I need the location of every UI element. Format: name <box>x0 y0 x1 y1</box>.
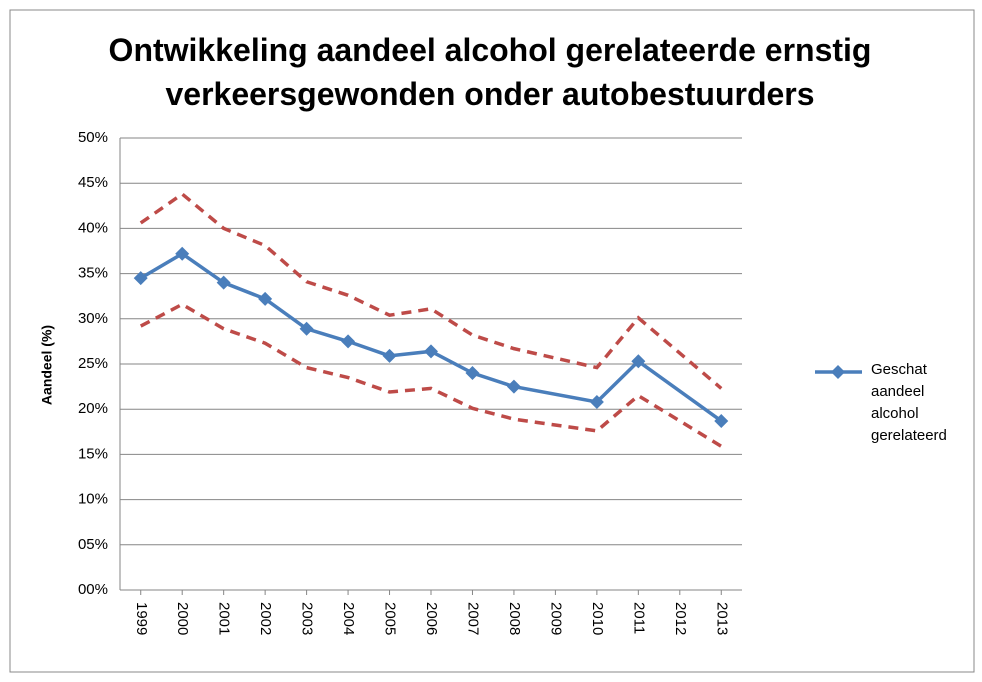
marker <box>589 394 604 409</box>
y-tick-label: 15% <box>78 445 108 462</box>
y-tick-label: 25% <box>78 355 108 372</box>
marker <box>175 246 190 261</box>
x-tick-label: 2009 <box>547 602 564 635</box>
marker <box>714 413 729 428</box>
x-tick-label: 2000 <box>174 602 191 635</box>
y-tick-label: 45% <box>78 174 108 191</box>
chart-frame <box>9 9 975 673</box>
x-tick-label: 2003 <box>299 602 316 635</box>
y-tick-label: 00% <box>78 581 108 598</box>
x-tick-label: 1999 <box>133 602 150 635</box>
x-tick-label: 2001 <box>216 602 233 635</box>
marker <box>631 354 646 369</box>
y-tick-label: 20% <box>78 400 108 417</box>
legend-label: Geschat aandeel alcohol gerelateerd <box>871 361 947 444</box>
x-tick-label: 2010 <box>589 602 606 635</box>
y-tick-label: 10% <box>78 491 108 508</box>
bound-line <box>139 191 723 390</box>
legend-marker <box>831 365 845 379</box>
x-tick-label: 2008 <box>506 602 523 635</box>
marker <box>341 334 356 349</box>
marker <box>258 291 273 306</box>
y-axis-title: Aandeel (%) <box>39 325 55 405</box>
x-tick-label: 2012 <box>672 602 689 635</box>
marker <box>465 366 480 381</box>
marker <box>506 379 521 394</box>
chart-title: Ontwikkeling aandeel alcohol gerelateerd… <box>108 32 872 112</box>
marker <box>216 275 231 290</box>
y-tick-label: 35% <box>78 265 108 282</box>
x-tick-label: 2004 <box>340 602 357 635</box>
marker <box>424 344 438 359</box>
marker <box>133 271 148 286</box>
marker <box>382 348 397 363</box>
y-tick-label: 50% <box>78 129 108 146</box>
x-tick-label: 2006 <box>423 602 440 635</box>
x-tick-label: 2013 <box>713 602 730 635</box>
x-tick-label: 2011 <box>630 602 647 634</box>
x-tick-label: 2002 <box>257 602 274 635</box>
y-tick-label: 05% <box>78 536 108 553</box>
marker <box>299 321 314 336</box>
x-tick-label: 2005 <box>382 602 399 635</box>
x-tick-label: 2007 <box>464 602 481 635</box>
y-tick-label: 40% <box>78 219 108 236</box>
y-tick-label: 30% <box>78 310 108 327</box>
bound-line <box>139 302 723 448</box>
